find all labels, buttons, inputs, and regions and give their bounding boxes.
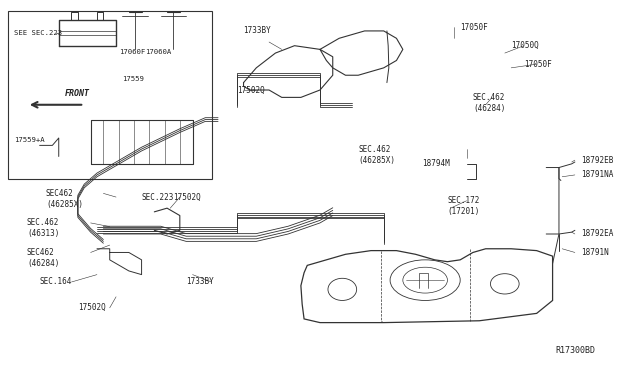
Text: (46285X): (46285X) bbox=[46, 200, 83, 209]
Text: SEC462: SEC462 bbox=[46, 189, 74, 198]
Text: SEC462: SEC462 bbox=[27, 248, 54, 257]
Text: 18794M: 18794M bbox=[422, 159, 450, 169]
Text: 17050F: 17050F bbox=[460, 23, 488, 32]
Text: 18791N: 18791N bbox=[581, 248, 609, 257]
Text: 17502Q: 17502Q bbox=[78, 303, 106, 312]
Text: 17050Q: 17050Q bbox=[511, 41, 539, 50]
Text: 17502Q: 17502Q bbox=[173, 193, 201, 202]
Text: 17060F: 17060F bbox=[119, 49, 145, 55]
Text: 17559+A: 17559+A bbox=[14, 137, 45, 143]
Text: SEC.462: SEC.462 bbox=[358, 145, 390, 154]
Text: SEC.223: SEC.223 bbox=[141, 193, 174, 202]
Text: SEC.172: SEC.172 bbox=[447, 196, 480, 205]
Bar bbox=[8, 11, 212, 179]
Text: FRONT: FRONT bbox=[65, 89, 90, 98]
Text: 17050F: 17050F bbox=[524, 60, 552, 69]
Text: (17201): (17201) bbox=[447, 207, 480, 217]
Text: (46284): (46284) bbox=[473, 104, 506, 113]
Text: 1733BY: 1733BY bbox=[244, 26, 271, 35]
Text: 18791NA: 18791NA bbox=[581, 170, 614, 179]
Text: SEC.462: SEC.462 bbox=[473, 93, 506, 102]
Text: (46284): (46284) bbox=[27, 259, 60, 268]
Text: 18792EB: 18792EB bbox=[581, 155, 614, 165]
Text: 17559: 17559 bbox=[122, 76, 145, 82]
Text: 17502Q: 17502Q bbox=[237, 86, 265, 94]
Text: (46313): (46313) bbox=[27, 230, 60, 238]
Text: 17060A: 17060A bbox=[145, 49, 171, 55]
Text: R17300BD: R17300BD bbox=[556, 346, 596, 355]
Text: 1733BY: 1733BY bbox=[186, 278, 214, 286]
Text: 18792EA: 18792EA bbox=[581, 230, 614, 238]
Text: SEC.462: SEC.462 bbox=[27, 218, 60, 227]
Text: (46285X): (46285X) bbox=[358, 155, 396, 165]
Text: SEC.164: SEC.164 bbox=[40, 278, 72, 286]
Text: SEE SEC.223: SEE SEC.223 bbox=[14, 30, 62, 36]
